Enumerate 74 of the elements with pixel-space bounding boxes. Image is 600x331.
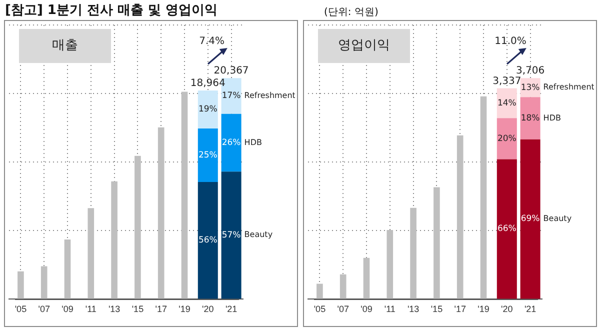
bar <box>386 230 394 299</box>
bar <box>221 114 242 172</box>
annotation: 25% <box>198 150 218 160</box>
x-tick-label: '21 <box>524 304 536 314</box>
bar <box>88 208 94 299</box>
x-tick-label: '15 <box>430 304 443 314</box>
annotation: 18,964 <box>190 78 226 90</box>
annotation: 17% <box>222 91 241 102</box>
series-label: HDB <box>244 138 262 147</box>
annotation: 69% <box>520 214 540 224</box>
x-tick-label: '11 <box>85 304 96 314</box>
bar <box>363 258 370 299</box>
x-tick-label: '20 <box>202 304 214 314</box>
annotation: 3,337 <box>492 76 522 87</box>
series-label: Refreshment <box>244 91 296 100</box>
x-tick-label: '11 <box>384 304 396 314</box>
bar <box>181 92 188 299</box>
bar <box>520 139 540 299</box>
bar <box>316 284 323 299</box>
text: [참고] 1분기 전사 매출 및 영업이익 <box>5 2 218 19</box>
x-tick-label: '19 <box>478 304 490 314</box>
chart-title: 매출 <box>19 29 111 63</box>
annotation: 18% <box>520 113 540 124</box>
bar <box>198 128 218 182</box>
x-tick-label: '17 <box>454 304 466 314</box>
x-tick-label: '07 <box>38 304 50 314</box>
x-tick-label: '05 <box>14 304 27 314</box>
bar <box>111 181 118 299</box>
x-tick-label: '15 <box>132 304 144 314</box>
x-tick-label: '09 <box>360 304 372 314</box>
bar <box>520 97 540 140</box>
annotation: 66% <box>497 224 516 234</box>
bar <box>496 159 517 299</box>
annotation: 56% <box>198 236 218 246</box>
bar <box>496 88 517 118</box>
x-tick-label: '13 <box>108 304 120 314</box>
bar <box>480 96 487 299</box>
x-tick-label: '13 <box>407 304 420 314</box>
text: 7.4% <box>199 36 224 48</box>
series-label: HDB <box>543 113 561 122</box>
chart-title: 영업이익 <box>318 29 410 63</box>
annotation: 13% <box>520 82 540 93</box>
annotation: 19% <box>198 104 218 115</box>
x-tick-label: '20 <box>501 304 513 314</box>
x-tick-label: '09 <box>62 304 74 314</box>
bar <box>496 118 517 160</box>
annotation: 26% <box>222 138 241 148</box>
x-tick-label: '05 <box>314 304 326 314</box>
x-tick-label: '07 <box>337 304 349 314</box>
bar <box>221 172 242 299</box>
series-label: Beauty <box>543 214 572 224</box>
text: 20,367 <box>214 66 249 77</box>
bar <box>198 90 218 128</box>
text: 3,706 <box>516 66 545 77</box>
annotation: 14% <box>497 98 516 108</box>
annotation: 20% <box>497 134 516 144</box>
bar <box>158 127 164 299</box>
text: (단위: 억원) <box>324 6 378 19</box>
bar <box>18 271 24 299</box>
x-tick-label: '21 <box>225 304 238 314</box>
x-tick-label: '17 <box>155 304 167 314</box>
bar <box>456 135 464 299</box>
bar <box>198 182 218 299</box>
series-label: Refreshment <box>543 82 594 92</box>
bar <box>134 156 141 299</box>
x-tick-label: '19 <box>178 304 190 314</box>
bar <box>410 208 416 299</box>
series-label: Beauty <box>244 230 273 240</box>
bar <box>64 239 71 299</box>
annotation: 57% <box>222 230 241 240</box>
bar <box>434 187 440 299</box>
bar <box>340 274 346 299</box>
text: 11.0% <box>494 36 526 48</box>
bar <box>40 266 48 299</box>
